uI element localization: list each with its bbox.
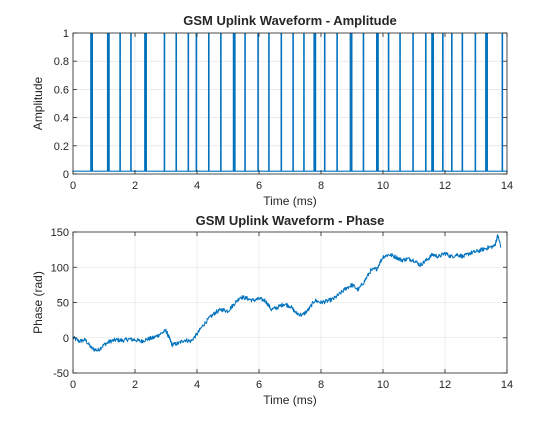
phase-ytick-label: 0 [63, 333, 69, 345]
phase-series [72, 234, 502, 352]
phase-xtick-label: 0 [70, 379, 76, 391]
phase-line [72, 234, 502, 352]
amplitude-xtick-label: 14 [501, 180, 513, 192]
amplitude-ytick-label: 0.6 [54, 84, 69, 96]
amplitude-plot-area [73, 33, 507, 174]
amplitude-xtick-label: 12 [439, 180, 451, 192]
amplitude-ytick-label: 1 [63, 28, 69, 40]
amplitude-axes-box [72, 32, 508, 175]
phase-xlabel: Time (ms) [263, 393, 317, 407]
amplitude-ytick-label: 0 [63, 169, 69, 181]
amplitude-xtick-label: 0 [70, 180, 76, 192]
phase-xtick-label: 8 [318, 379, 324, 391]
amplitude-xtick-label: 6 [256, 180, 262, 192]
phase-xtick-label: 6 [256, 379, 262, 391]
phase-xtick-label: 14 [501, 379, 513, 391]
amplitude-ticks: 0 2 4 6 8 10 12 14 0 0.2 0.4 0.6 0.8 1 [54, 28, 513, 192]
amplitude-subplot: 0 2 4 6 8 10 12 14 0 0.2 0.4 0.6 0.8 1 GSM Uplink Wav… [31, 13, 513, 208]
amplitude-title: GSM Uplink Waveform - Amplitude [183, 13, 397, 28]
amplitude-xtick-label: 2 [132, 180, 138, 192]
phase-xtick-label: 10 [377, 379, 389, 391]
phase-xtick-label: 4 [194, 379, 200, 391]
amplitude-xtick-label: 4 [194, 180, 200, 192]
phase-ytick-label: 150 [51, 227, 69, 239]
amplitude-xtick-label: 10 [377, 180, 389, 192]
amplitude-ylabel: Amplitude [31, 77, 45, 131]
amplitude-xlabel: Time (ms) [263, 194, 317, 208]
amplitude-series [73, 33, 507, 172]
phase-ytick-label: -50 [53, 368, 69, 380]
phase-title: GSM Uplink Waveform - Phase [196, 213, 385, 228]
phase-xtick-label: 2 [132, 379, 138, 391]
phase-ytick-label: 100 [51, 262, 69, 274]
amplitude-ytick-label: 0.4 [54, 113, 69, 125]
amplitude-ytick-label: 0.2 [54, 141, 69, 153]
phase-xtick-label: 12 [439, 379, 451, 391]
amplitude-xtick-label: 8 [318, 180, 324, 192]
phase-ytick-label: 50 [57, 298, 69, 310]
amplitude-ytick-label: 0.8 [54, 56, 69, 68]
phase-ylabel: Phase (rad) [31, 271, 45, 334]
